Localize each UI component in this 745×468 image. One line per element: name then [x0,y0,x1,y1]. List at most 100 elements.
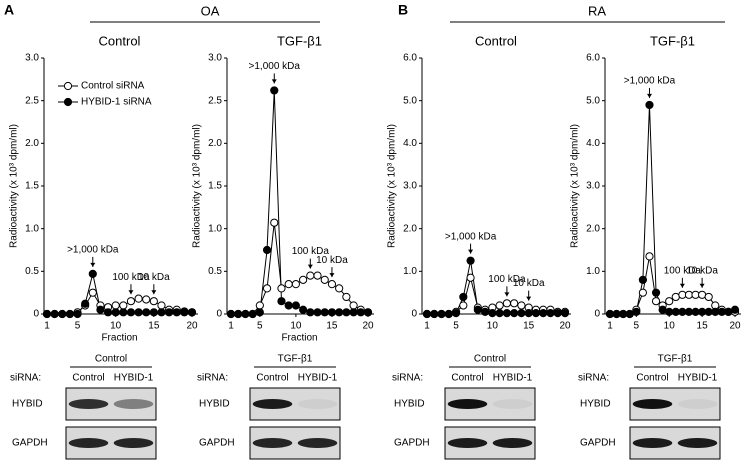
data-point [335,284,344,293]
annotation: >1,000 kDa [249,61,301,72]
y-tick-label: 1.0 [208,223,222,234]
data-point [327,308,337,317]
y-tick-label: 1.0 [586,266,600,277]
data-point [539,309,548,318]
x-tick-label: 1 [44,321,50,332]
annotation: 10 kDa [138,272,170,283]
y-tick-label: 0.5 [25,266,39,277]
y-tick-label: 2.0 [208,138,222,149]
row-label: HYBID [199,399,230,410]
blot-band [492,438,533,448]
data-point [459,292,468,302]
blot-band [632,399,673,409]
legend-marker [63,81,73,91]
y-tick-label: 0.5 [208,266,222,277]
data-point [665,297,674,306]
annotation-arrowhead [271,79,277,84]
data-point [149,308,158,317]
chart-title: Control [475,33,517,48]
y-tick-label: 3.0 [586,181,600,192]
y-tick-label: 0 [216,309,222,320]
data-point [560,309,570,318]
x-tick-label: 1 [424,321,430,332]
y-tick-label: 0 [411,309,417,320]
chart-title: TGF-β1 [277,33,322,48]
y-tick-label: 2.0 [403,223,417,234]
y-tick-label: 2.0 [586,223,600,234]
data-point [444,309,453,319]
data-point [645,252,654,261]
data-point [277,284,286,293]
blot-band [68,438,109,448]
lane-label: Control [451,373,483,384]
data-point [96,305,105,314]
data-point [126,308,136,317]
x-tick-label: 20 [559,321,571,332]
x-axis-label: Fraction [101,333,137,344]
series-line [610,104,736,315]
data-point [342,308,351,317]
data-point [531,309,541,318]
lane-label: HYBID-1 [298,373,338,384]
data-point [335,308,344,317]
data-point [157,308,166,317]
annotation-arrowhead [526,296,532,301]
data-point [638,288,647,297]
blot-band [252,399,293,409]
data-point [488,309,497,318]
y-tick-label: 2.5 [208,95,222,106]
data-point [430,309,439,319]
x-tick-label: 1 [228,321,234,332]
data-point [119,301,128,310]
sirna-label: siRNA: [197,373,228,384]
blot-band [447,399,488,409]
data-point [645,100,654,110]
data-point [651,288,661,297]
y-axis-label: Radioactivity (x 10³ dpm/ml) [9,124,20,248]
x-tick-label: 20 [729,321,741,332]
x-tick-label: 15 [523,321,535,332]
chart-title: Control [99,33,141,48]
data-point [451,309,461,318]
blot-band [297,399,338,409]
data-point [42,309,52,319]
data-point [73,309,82,319]
panel-letter: B [398,2,408,18]
blot-header: TGF-β1 [278,354,313,365]
y-tick-label: 6.0 [403,53,417,64]
y-tick-label: 3.0 [403,181,417,192]
data-point [524,309,533,318]
x-tick-label: 10 [664,321,676,332]
panel-letter: A [4,2,14,18]
data-point [187,308,197,317]
blot-header: Control [474,354,506,365]
y-tick-label: 1.5 [25,181,39,192]
annotation: >1,000 kDa [445,231,497,242]
data-point [111,308,120,317]
data-point [65,309,74,319]
data-point [349,308,358,317]
data-point [157,301,166,310]
x-tick-label: 10 [290,321,302,332]
y-tick-label: 4.0 [403,138,417,149]
blot-header: TGF-β1 [658,354,693,365]
data-point [88,269,97,278]
data-point [149,297,158,306]
x-tick-label: 15 [148,321,160,332]
data-point [50,309,59,319]
x-tick-label: 1 [607,321,613,332]
annotation-arrowhead [504,292,510,297]
data-point [313,271,322,280]
y-tick-label: 0 [594,309,600,320]
data-point [553,309,562,318]
data-point [510,309,519,318]
lane-label: HYBID-1 [493,373,533,384]
annotation-arrowhead [151,290,157,295]
annotation: 10 kDa [686,265,718,276]
annotation: 100 kDa [292,246,330,257]
data-point [180,308,189,317]
panel-title: OA [201,3,220,18]
data-point [172,308,181,317]
data-point [277,297,286,306]
blot-band [113,399,154,409]
